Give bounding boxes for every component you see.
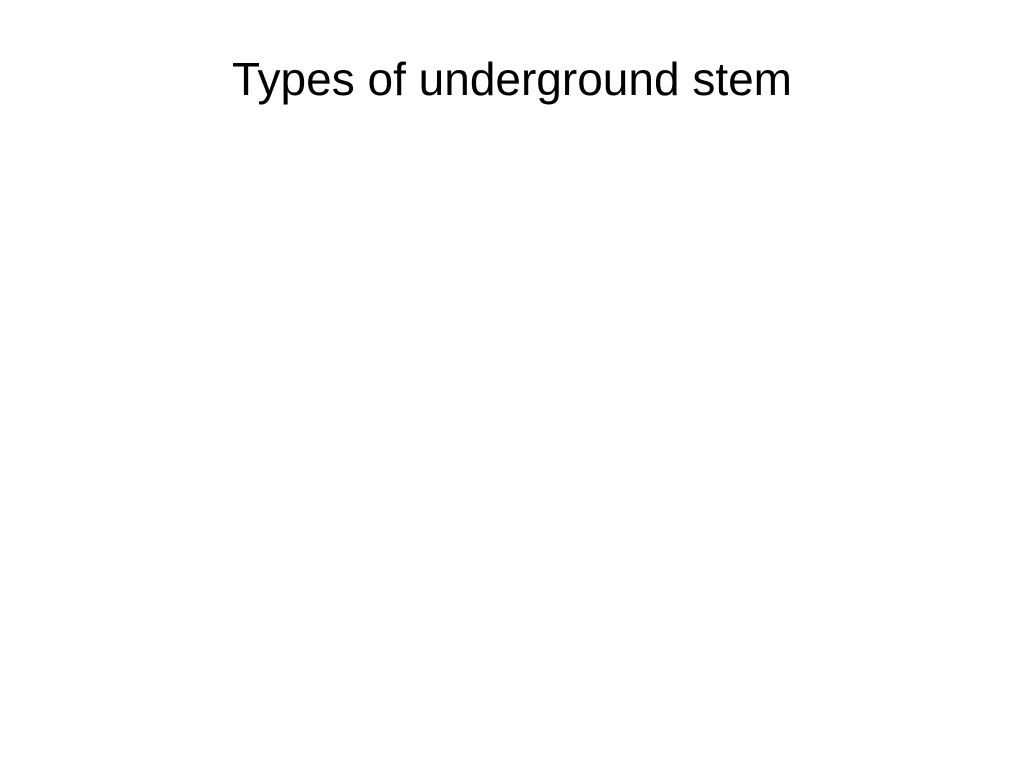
slide-title: Types of underground stem	[0, 52, 1024, 106]
slide-container: Types of underground stem	[0, 0, 1024, 768]
